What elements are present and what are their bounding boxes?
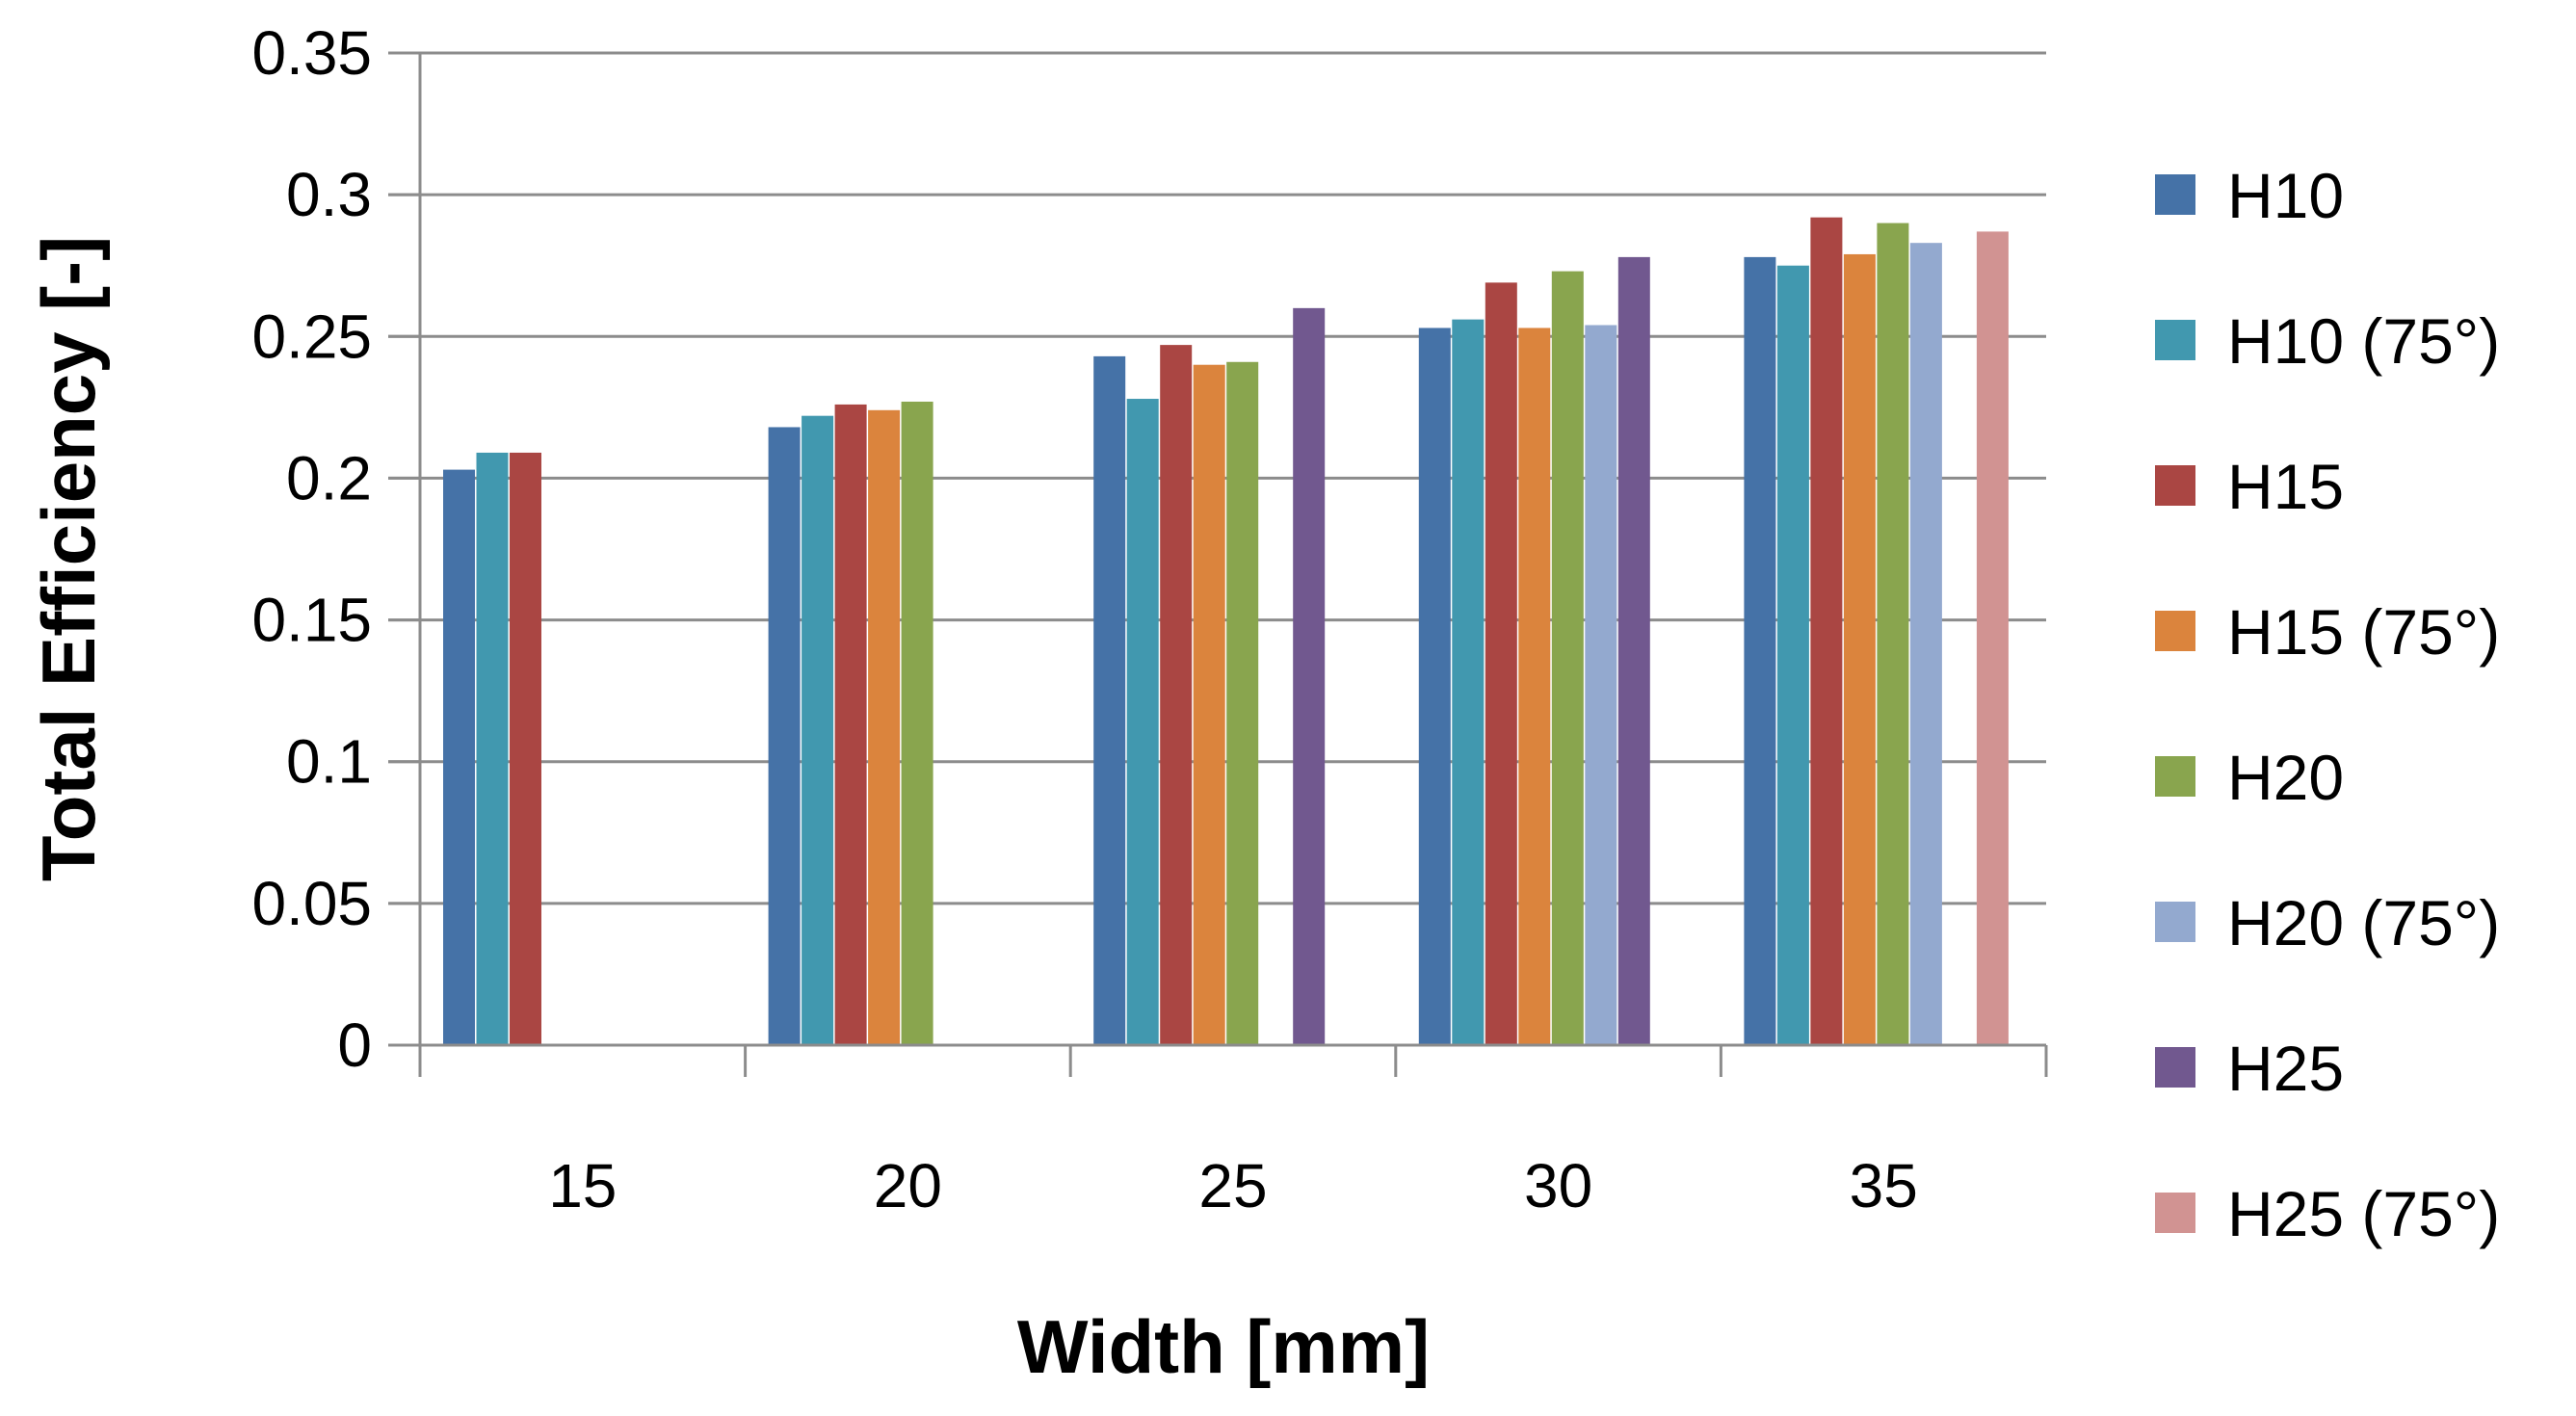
x-axis-title: Width [mm]: [1017, 1304, 1430, 1389]
bar: [1293, 307, 1326, 1045]
x-tick-label: 20: [874, 1151, 942, 1220]
bar: [1193, 364, 1225, 1045]
bar: [802, 415, 834, 1046]
bar: [1976, 231, 2009, 1045]
bar: [1551, 271, 1584, 1046]
bar: [768, 427, 801, 1045]
bar: [1418, 328, 1451, 1045]
bar: [1160, 345, 1193, 1046]
legend-swatch: [2155, 174, 2195, 215]
y-tick-label: 0.1: [286, 727, 372, 797]
x-tick-label: 25: [1198, 1151, 1267, 1220]
bar: [1585, 325, 1617, 1045]
legend: H10 H10 (75°) H15 H15 (75°) H20 H20 (75°) H25 H…: [2155, 160, 2500, 1249]
bar: [1452, 319, 1485, 1046]
bar: [1126, 399, 1159, 1045]
legend-label: H10: [2227, 160, 2344, 231]
y-tick-label: 0.3: [286, 160, 372, 229]
bar: [1810, 217, 1843, 1045]
bar: [1776, 265, 1809, 1045]
legend-swatch: [2155, 756, 2195, 797]
bars: [443, 217, 2009, 1046]
x-tick-label: 35: [1850, 1151, 1918, 1220]
bar: [834, 404, 867, 1045]
bar: [443, 469, 475, 1046]
bar: [510, 452, 541, 1045]
bar: [1617, 256, 1650, 1045]
legend-swatch: [2155, 611, 2195, 651]
y-tick-label: 0.35: [251, 18, 372, 88]
legend-swatch: [2155, 902, 2195, 942]
bar: [901, 401, 933, 1045]
tick-labels: 0 0.05 0.1 0.15 0.2 0.25 0.3 0.35 15 20 25 30 35: [251, 18, 1917, 1220]
y-tick-label: 0.2: [286, 443, 372, 512]
legend-swatch: [2155, 1047, 2195, 1088]
legend-label: H25: [2227, 1033, 2344, 1104]
legend-swatch: [2155, 1193, 2195, 1233]
bar: [1744, 256, 1776, 1045]
y-tick-label: 0.25: [251, 302, 372, 371]
bar: [1843, 253, 1876, 1045]
bar: [1485, 282, 1517, 1045]
y-axis-title: Total Efficiency [-]: [26, 236, 111, 881]
axes: [388, 51, 2048, 1077]
x-tick-label: 15: [548, 1151, 617, 1220]
legend-label: H15: [2227, 451, 2344, 522]
bar: [868, 409, 901, 1045]
legend-label: H15 (75°): [2227, 596, 2500, 668]
legend-label: H10 (75°): [2227, 305, 2500, 377]
bar: [1226, 361, 1259, 1045]
legend-swatch: [2155, 465, 2195, 506]
bar: [1518, 328, 1551, 1045]
legend-label: H20: [2227, 742, 2344, 813]
legend-swatch: [2155, 320, 2195, 360]
legend-label: H25 (75°): [2227, 1178, 2500, 1249]
bar: [1877, 223, 1909, 1046]
x-tick-label: 30: [1524, 1151, 1592, 1220]
bar: [1093, 355, 1126, 1045]
y-tick-label: 0.15: [251, 586, 372, 655]
y-tick-label: 0: [337, 1010, 372, 1080]
y-tick-label: 0.05: [251, 869, 372, 938]
bar: [1909, 243, 1942, 1045]
bar: [476, 452, 509, 1045]
legend-label: H20 (75°): [2227, 887, 2500, 958]
